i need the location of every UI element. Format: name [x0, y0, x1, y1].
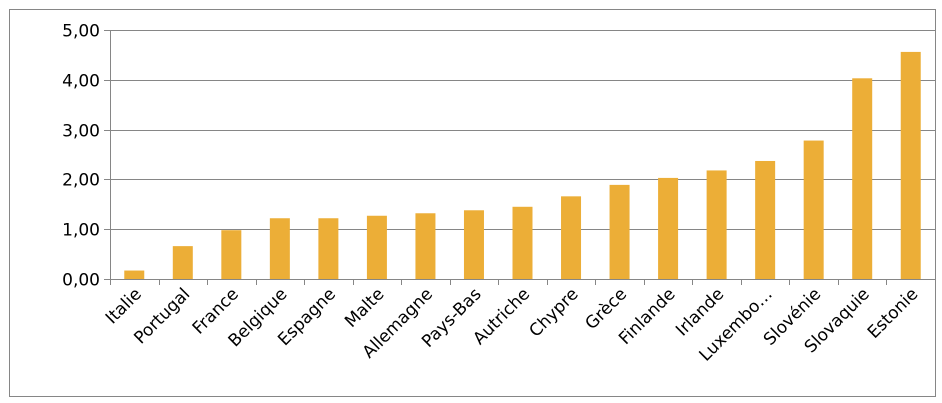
bar	[221, 230, 242, 279]
bar	[658, 177, 679, 279]
bar	[706, 170, 727, 279]
bar	[755, 160, 776, 279]
y-tick-label: 0,00	[62, 271, 100, 291]
y-axis-ticks: 0,00 1,00 2,00 3,00 4,00 5,00	[62, 22, 110, 291]
bar	[561, 196, 582, 279]
bar	[124, 270, 145, 279]
gridlines	[110, 30, 935, 230]
bars	[124, 51, 921, 279]
y-tick-label: 1,00	[62, 221, 100, 241]
bar	[852, 78, 873, 279]
bar	[172, 246, 193, 279]
chart-frame	[9, 9, 936, 397]
axes	[110, 30, 936, 285]
y-tick-label: 5,00	[62, 22, 100, 42]
y-tick-label: 4,00	[62, 72, 100, 92]
bar	[366, 215, 387, 279]
bar	[803, 140, 824, 279]
bar	[415, 213, 436, 279]
bar	[463, 210, 484, 279]
bar	[512, 206, 533, 279]
y-tick-label: 3,00	[62, 122, 100, 142]
bar	[269, 218, 290, 279]
bar	[609, 184, 630, 279]
bar	[900, 51, 921, 279]
bar	[318, 218, 339, 279]
y-tick-label: 2,00	[62, 171, 100, 191]
